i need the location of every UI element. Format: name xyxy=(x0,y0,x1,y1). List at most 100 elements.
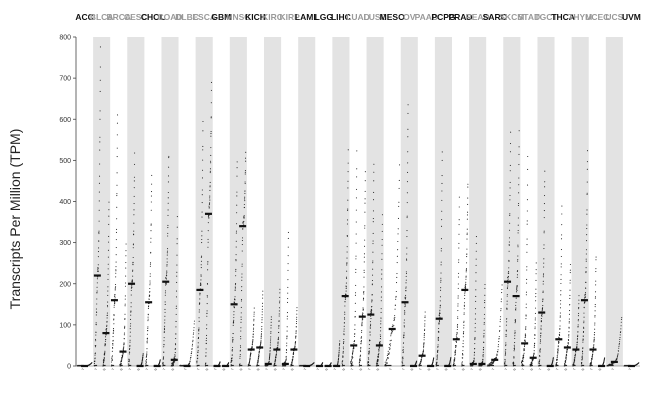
category-band xyxy=(605,37,623,366)
data-point xyxy=(345,276,348,278)
data-point xyxy=(406,192,408,194)
data-point xyxy=(582,339,584,341)
data-point xyxy=(116,156,118,158)
data-point xyxy=(557,350,559,352)
data-point xyxy=(98,200,100,202)
data-point xyxy=(540,320,543,322)
sample-label: T xyxy=(248,368,253,372)
data-point xyxy=(620,325,622,327)
data-point xyxy=(275,355,277,357)
data-point xyxy=(338,354,340,356)
data-point xyxy=(538,363,540,365)
data-point xyxy=(191,351,193,353)
data-point xyxy=(257,357,259,360)
data-point xyxy=(249,355,251,357)
data-point xyxy=(464,292,466,294)
data-point xyxy=(560,294,562,296)
data-point xyxy=(188,362,191,364)
data-point xyxy=(243,203,245,206)
data-point xyxy=(381,258,383,260)
data-point xyxy=(206,310,208,312)
data-point xyxy=(405,282,407,284)
category-label: CESC xyxy=(124,12,148,22)
data-point xyxy=(372,260,374,262)
data-point xyxy=(166,254,168,256)
data-point xyxy=(198,317,200,319)
data-point xyxy=(539,342,541,344)
data-point xyxy=(286,338,288,340)
data-point xyxy=(292,353,294,356)
data-point xyxy=(482,348,485,350)
data-point xyxy=(560,248,562,251)
data-point xyxy=(441,210,443,212)
data-point xyxy=(145,355,147,357)
data-point xyxy=(513,346,516,348)
data-point xyxy=(193,332,195,334)
data-point xyxy=(116,228,118,230)
data-point xyxy=(343,330,345,332)
data-point xyxy=(239,345,241,347)
y-tick-label: 800 xyxy=(59,35,71,42)
data-point xyxy=(482,359,484,361)
sample-label: T xyxy=(628,368,633,372)
data-point xyxy=(422,353,424,355)
category-label: LGG xyxy=(315,12,334,22)
data-point xyxy=(567,343,569,345)
category-label: BRCA xyxy=(106,12,131,22)
data-point xyxy=(457,272,460,274)
sample-label: T xyxy=(538,368,543,372)
data-point xyxy=(378,353,380,355)
data-point xyxy=(151,183,153,185)
data-point xyxy=(253,323,255,326)
data-point xyxy=(270,318,272,320)
data-point xyxy=(454,353,456,355)
category-band xyxy=(127,37,145,366)
data-point xyxy=(462,346,464,348)
data-point xyxy=(585,249,588,251)
data-point xyxy=(465,268,468,270)
data-point xyxy=(253,320,255,322)
data-point xyxy=(116,206,118,208)
data-point xyxy=(475,295,477,297)
data-point xyxy=(526,278,528,281)
data-point xyxy=(344,301,346,303)
data-point xyxy=(107,249,109,251)
data-point xyxy=(121,358,123,360)
data-point xyxy=(457,295,459,297)
data-point xyxy=(390,343,392,345)
data-point xyxy=(463,320,465,322)
data-point xyxy=(262,294,264,296)
data-point xyxy=(560,303,562,305)
data-point xyxy=(482,358,484,360)
data-point xyxy=(259,349,261,351)
data-point xyxy=(456,332,458,334)
data-point xyxy=(577,325,579,327)
data-point xyxy=(556,363,558,365)
data-point xyxy=(287,269,289,271)
data-point xyxy=(128,353,130,355)
data-point xyxy=(209,199,211,201)
data-point xyxy=(364,180,366,182)
data-point xyxy=(521,361,523,363)
data-point xyxy=(253,324,255,326)
data-point xyxy=(388,347,390,349)
data-point xyxy=(534,328,536,330)
data-point xyxy=(369,327,371,329)
data-point xyxy=(436,354,438,356)
data-point xyxy=(231,347,234,349)
data-point xyxy=(455,346,457,349)
data-point xyxy=(261,302,264,304)
data-point xyxy=(207,230,209,232)
data-point xyxy=(535,293,537,295)
data-point xyxy=(380,323,382,325)
data-point xyxy=(392,324,394,326)
data-point xyxy=(556,354,558,356)
data-point xyxy=(196,362,198,364)
data-point xyxy=(559,312,561,314)
data-point xyxy=(295,335,297,337)
data-point xyxy=(95,331,97,334)
data-point xyxy=(166,250,169,252)
data-point xyxy=(617,353,619,355)
category-label: LUSC xyxy=(364,12,387,22)
